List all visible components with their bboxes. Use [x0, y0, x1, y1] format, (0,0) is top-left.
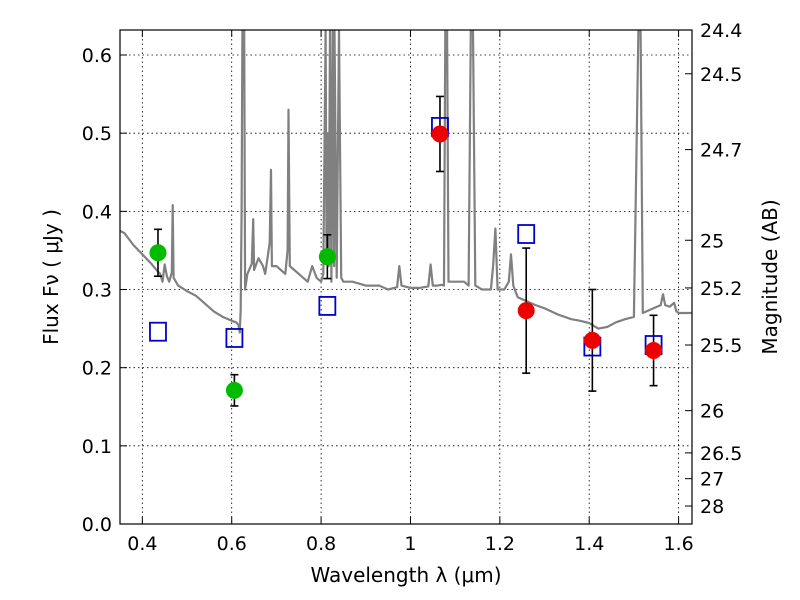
- y-tick-label: 0.4: [82, 201, 112, 223]
- model-flux-square: [149, 321, 167, 342]
- observed-flux-point-green: [318, 248, 336, 266]
- observed-flux-point-green: [225, 381, 243, 399]
- y2-tick-label: 25.2: [700, 278, 742, 300]
- model-flux-square: [318, 296, 337, 316]
- x-tick-label: 0.8: [306, 533, 336, 555]
- y-tick-label: 0.2: [82, 358, 112, 380]
- observed-flux-point-green: [149, 244, 167, 262]
- x-tick-label: 1.2: [485, 533, 515, 555]
- y-tick-label: 0.5: [82, 123, 112, 145]
- y2-tick-label: 24.7: [700, 140, 742, 162]
- x-tick-label: 1: [404, 533, 416, 555]
- y-tick-label: 0.1: [82, 436, 112, 458]
- observed-flux-point-red: [431, 125, 449, 143]
- x-tick-label: 1.4: [574, 533, 604, 555]
- x-tick-label: 1.6: [663, 533, 693, 555]
- model-flux-square: [225, 328, 244, 348]
- y2-tick-label: 28: [700, 496, 724, 518]
- y2-tick-label: 26.5: [700, 443, 742, 465]
- ticks: 0.4 0.6 0.8 1 1.2 1.4 1.6 0.0 0.1 0.2 0.3 0.4 0.5 0.6…: [82, 20, 743, 555]
- x-tick-label: 0.6: [217, 533, 247, 555]
- y2-tick-label: 25: [700, 230, 724, 252]
- y-tick-label: 0.3: [82, 280, 112, 302]
- y2-tick-label: 24.5: [700, 64, 742, 86]
- sed-model-curve: [120, 30, 692, 334]
- x-axis-label: Wavelength λ (μm): [310, 563, 501, 587]
- observed-flux-point-red: [645, 341, 663, 359]
- axes-frame: [119, 29, 693, 525]
- grid: [120, 30, 692, 525]
- y2-tick-label: 27: [700, 469, 724, 491]
- y-tick-label: 0.6: [82, 45, 112, 67]
- x-tick-label: 0.4: [127, 533, 157, 555]
- y2-tick-label: 25.5: [700, 335, 742, 357]
- y2-tick-label: 26: [700, 401, 724, 423]
- y2-tick-label: 24.4: [700, 20, 742, 42]
- model-flux-square: [517, 224, 536, 244]
- observed-flux-point-red: [583, 331, 601, 349]
- y-tick-label: 0.0: [82, 514, 112, 536]
- plot-area: [120, 30, 692, 407]
- y2-axis-label: Magnitude (AB): [758, 199, 782, 354]
- y-axis-label: Flux Fν ( μJy ): [39, 209, 63, 345]
- observed-flux-point-red: [517, 302, 535, 320]
